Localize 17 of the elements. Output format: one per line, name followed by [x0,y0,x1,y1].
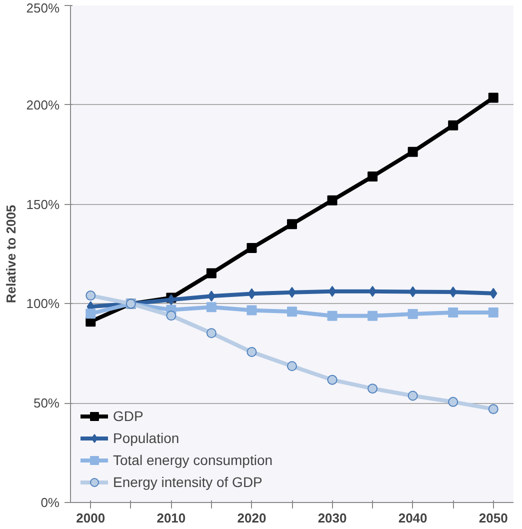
x-tick-label: 2050 [478,510,508,526]
legend-label: Population [113,430,180,446]
x-tick-label: 2020 [237,510,266,526]
x-tick-label: 2030 [318,510,347,526]
legend-label: Total energy consumption [113,452,273,468]
y-tick-label: 0% [40,495,60,510]
legend-label: Energy intensity of GDP [113,474,262,490]
y-tick-label: 250% [26,0,60,16]
x-tick-label: 2040 [398,510,428,526]
y-tick-label: 100% [26,296,60,312]
y-tick-label: 200% [26,97,60,112]
y-tick-label: 150% [26,196,60,212]
x-tick-label: 2010 [156,510,186,526]
x-tick-label: 2000 [76,510,106,526]
y-tick-label: 50% [33,396,60,411]
legend-label: GDP [113,408,144,424]
y-axis-title: Relative to 2005 [3,204,18,304]
